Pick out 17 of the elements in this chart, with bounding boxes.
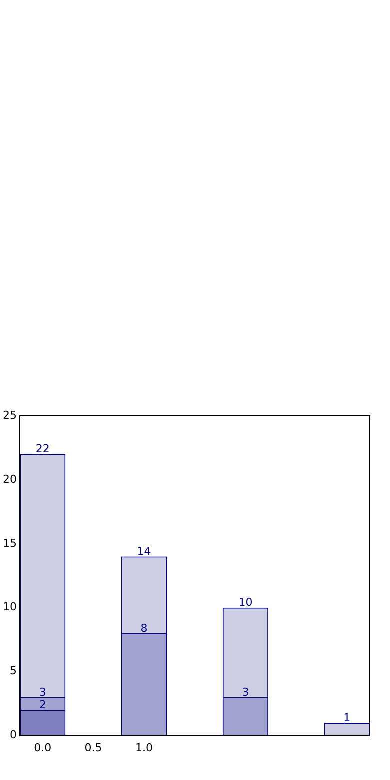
y-tick-label: 15	[2, 536, 17, 550]
annotation: 8	[140, 622, 148, 635]
y-tick-label: 25	[2, 408, 17, 422]
annotation: 2	[39, 698, 46, 712]
annotation: 1	[344, 711, 351, 724]
x-tick-label: 0.0	[34, 741, 52, 754]
y-tick-label: 10	[2, 600, 17, 614]
y-tick-label: 0	[10, 728, 17, 742]
x-tick-label: 0.5	[84, 741, 102, 754]
annotation: 14	[137, 545, 152, 558]
annotation: 3	[242, 686, 250, 699]
annotation: 3	[39, 686, 46, 699]
y-tick-label: 20	[2, 472, 17, 486]
x-tick-label: 1.0	[136, 741, 154, 754]
y-tick-label: 5	[10, 664, 17, 678]
annotation: 10	[238, 596, 253, 610]
annotation: 22	[36, 442, 50, 456]
